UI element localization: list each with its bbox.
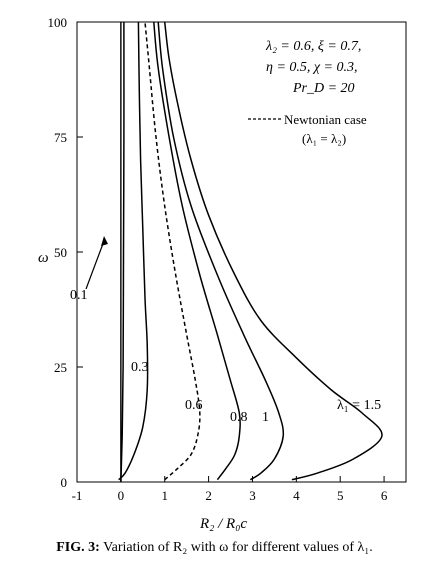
series-label: λ₁ = 1.5 [337, 398, 381, 413]
chart: -1 0 1 2 3 4 5 6 0 25 50 75 100 0.1 0.3 0.6 0.8 1 λ₁ = 1.… [38, 15, 407, 532]
series-line [120, 21, 125, 483]
legend-label-2: (λ₁ = λ₂) [302, 131, 346, 146]
parameters-box: λ₂ = 0.6, ξ = 0.7, η = 0.5, χ = 0.3, Pr_… [265, 39, 361, 96]
x-axis-label: R₂ / R₀c [199, 516, 247, 532]
series-label: 1 [262, 410, 269, 425]
curve-labels: 0.1 0.3 0.6 0.8 1 λ₁ = 1.5 [70, 288, 381, 425]
label-arrow-line [85, 240, 105, 290]
y-tick-label: 50 [54, 245, 67, 260]
legend: Newtonian case (λ₁ = λ₂) [248, 112, 367, 146]
series-line [163, 21, 383, 481]
parameters-line-1: λ₂ = 0.6, ξ = 0.7, [265, 39, 361, 54]
series-line [118, 21, 149, 481]
series-line [157, 21, 285, 481]
y-tick-label: 75 [54, 130, 67, 145]
y-tick-label: 25 [54, 360, 67, 375]
axis-ticks [76, 21, 385, 483]
series-line [144, 21, 201, 481]
legend-label-1: Newtonian case [284, 112, 367, 127]
figure-caption: FIG. 3: Variation of R₂ with ω for diffe… [0, 540, 429, 556]
x-tick-label: 5 [337, 488, 344, 503]
series-label: 0.1 [70, 288, 88, 303]
y-axis-label: ω [38, 250, 49, 266]
parameters-line-3: Pr_D = 20 [292, 81, 355, 96]
x-tick-label: 1 [161, 488, 168, 503]
x-tick-label: 4 [293, 488, 300, 503]
label-arrow-head [101, 236, 108, 246]
series-line [153, 21, 241, 481]
x-tick-label: -1 [72, 488, 83, 503]
x-tick-label: 0 [118, 488, 125, 503]
caption-label: FIG. 3: [56, 540, 100, 555]
x-tick-label: 6 [381, 488, 388, 503]
parameters-line-2: η = 0.5, χ = 0.3, [266, 60, 358, 75]
series-label: 0.3 [131, 360, 149, 375]
tick-labels: -1 0 1 2 3 4 5 6 0 25 50 75 100 [48, 15, 388, 503]
x-tick-label: 3 [249, 488, 256, 503]
x-tick-label: 2 [205, 488, 212, 503]
y-tick-label: 100 [48, 15, 68, 30]
curves [118, 21, 383, 483]
y-tick-label: 0 [61, 475, 68, 490]
series-label: 0.8 [230, 410, 248, 425]
caption-text: Variation of R₂ with ω for different val… [103, 540, 373, 555]
series-label: 0.6 [185, 398, 203, 413]
